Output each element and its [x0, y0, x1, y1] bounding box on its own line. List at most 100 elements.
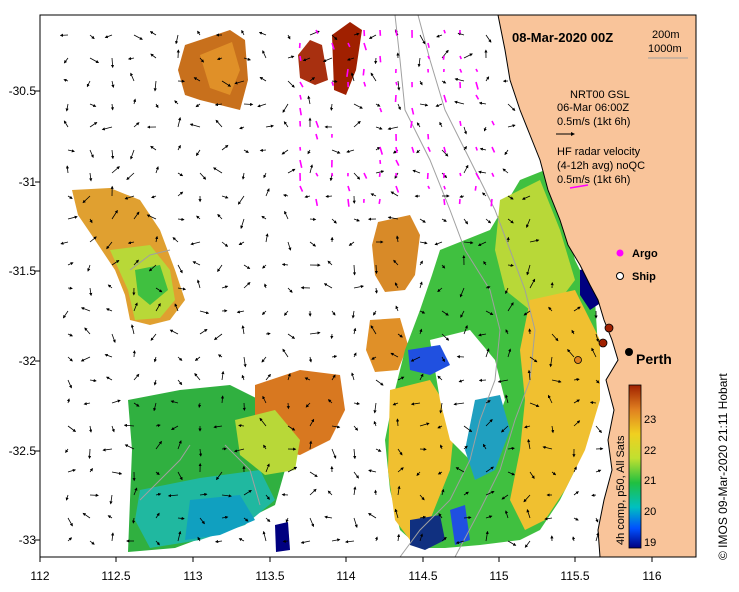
- current-arrow: [441, 488, 445, 496]
- current-arrow: [463, 241, 474, 245]
- current-arrow: [419, 34, 426, 45]
- current-arrow: [309, 488, 317, 496]
- current-arrow: [213, 425, 223, 429]
- x-tick-label: 113.5: [255, 569, 284, 583]
- colorbar-tick: 23: [644, 414, 656, 426]
- current-arrow: [374, 489, 378, 496]
- current-arrow: [397, 333, 403, 338]
- current-arrow: [573, 306, 581, 312]
- current-arrow: [351, 310, 355, 319]
- current-arrow: [133, 259, 139, 266]
- current-arrow: [190, 241, 201, 246]
- hf-arrow: [491, 120, 495, 126]
- x-tick-label: 115: [489, 569, 508, 583]
- current-arrow: [177, 172, 184, 177]
- current-arrow: [177, 191, 184, 197]
- hf-arrow: [459, 55, 463, 60]
- current-arrow: [373, 420, 377, 427]
- current-arrows: [59, 29, 604, 548]
- current-arrow: [283, 121, 289, 128]
- current-arrow: [133, 373, 140, 381]
- hf-arrow: [315, 133, 319, 140]
- hf-arrow: [299, 159, 303, 168]
- y-tick-label: -31.5: [9, 264, 37, 278]
- current-arrow: [307, 149, 311, 155]
- current-arrow: [155, 424, 161, 428]
- current-arrow: [287, 287, 293, 293]
- current-arrow: [65, 448, 69, 454]
- current-arrow: [60, 241, 69, 245]
- current-arrow: [155, 235, 159, 243]
- hf-arrow: [347, 185, 351, 192]
- current-arrow: [374, 264, 378, 275]
- current-arrow: [89, 172, 93, 182]
- current-arrow: [412, 169, 421, 174]
- current-arrow: [485, 348, 490, 358]
- current-arrow: [111, 260, 120, 266]
- current-arrow: [265, 332, 271, 336]
- hf-arrow: [475, 68, 479, 73]
- current-arrow: [397, 485, 401, 496]
- current-arrow: [374, 57, 378, 65]
- current-arrow: [434, 241, 443, 246]
- current-arrow: [331, 374, 336, 381]
- current-arrow: [308, 356, 313, 363]
- current-arrow: [527, 438, 531, 450]
- current-arrow: [375, 146, 381, 151]
- current-arrow: [170, 400, 179, 404]
- current-arrow: [353, 352, 357, 358]
- current-arrow: [217, 354, 223, 358]
- hf-arrow: [395, 159, 400, 166]
- current-arrow: [521, 195, 531, 200]
- ship-marker: [574, 356, 582, 364]
- current-arrow: [111, 149, 115, 160]
- current-arrow: [505, 394, 509, 404]
- current-arrow: [441, 333, 450, 341]
- current-arrow: [485, 310, 494, 315]
- current-arrow: [199, 57, 205, 63]
- hf-arrow: [474, 185, 477, 191]
- current-arrow: [419, 218, 426, 223]
- current-arrow: [287, 373, 291, 381]
- current-arrow: [263, 172, 267, 179]
- current-arrow: [309, 217, 317, 221]
- x-tick-label: 112: [30, 569, 49, 583]
- current-arrow: [238, 424, 245, 428]
- current-arrow: [150, 333, 157, 341]
- current-arrow: [198, 448, 203, 457]
- hf-arrow: [379, 55, 382, 63]
- current-arrow: [199, 172, 207, 180]
- current-arrow: [105, 308, 113, 312]
- current-arrow: [507, 195, 514, 200]
- current-arrow: [132, 350, 136, 358]
- current-arrow: [528, 328, 532, 335]
- current-arrow: [394, 282, 399, 289]
- current-arrow: [485, 218, 492, 224]
- current-arrow: [573, 420, 581, 427]
- current-arrow: [327, 490, 333, 496]
- current-arrow: [155, 492, 162, 497]
- current-arrow: [478, 170, 487, 174]
- current-arrow: [595, 517, 599, 523]
- sst-patch-north-red: [298, 40, 328, 85]
- current-arrow: [133, 34, 143, 40]
- current-arrow: [150, 145, 157, 151]
- current-arrow: [284, 210, 289, 220]
- current-arrow: [331, 425, 341, 429]
- current-arrow: [153, 379, 157, 386]
- x-axis: 112 112.5 113 113.5 114 114.5 115 115.5 …: [30, 569, 661, 583]
- current-arrow: [287, 34, 291, 40]
- current-arrow: [177, 440, 182, 450]
- current-arrow: [155, 287, 163, 293]
- colorbar-ticks: 19 20 21 22 23: [644, 414, 656, 549]
- current-arrow: [67, 262, 74, 266]
- current-arrow: [177, 264, 183, 274]
- current-arrow: [390, 191, 399, 197]
- x-tick-label: 115.5: [560, 569, 589, 583]
- current-arrow: [419, 281, 423, 289]
- current-arrow: [265, 124, 274, 128]
- current-arrow: [111, 333, 116, 343]
- current-arrow: [373, 310, 377, 316]
- current-arrow: [196, 279, 201, 289]
- current-arrow: [419, 80, 423, 86]
